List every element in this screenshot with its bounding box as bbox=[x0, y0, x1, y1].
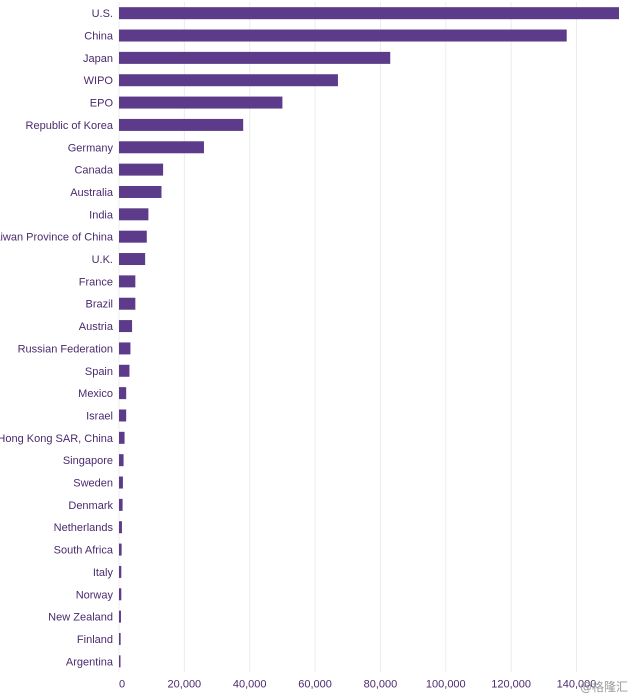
bar bbox=[119, 409, 127, 422]
bar bbox=[119, 588, 122, 601]
category-label: Singapore bbox=[63, 455, 113, 467]
bar bbox=[119, 342, 131, 355]
category-label: U.K. bbox=[92, 254, 113, 266]
x-tick-label: 140,000 bbox=[557, 679, 597, 691]
x-tick-label: 40,000 bbox=[233, 679, 267, 691]
bar bbox=[119, 275, 136, 288]
bar bbox=[119, 297, 136, 310]
category-label: Austria bbox=[79, 321, 114, 333]
x-tick-label: 0 bbox=[119, 679, 125, 691]
category-label: India bbox=[89, 209, 114, 221]
category-label: Mexico bbox=[78, 388, 113, 400]
bar bbox=[119, 7, 619, 20]
bar bbox=[119, 230, 147, 243]
bar bbox=[119, 431, 125, 444]
bar bbox=[119, 565, 122, 578]
category-label: Brazil bbox=[85, 299, 113, 311]
category-label: France bbox=[79, 276, 113, 288]
category-label: New Zealand bbox=[48, 612, 113, 624]
watermark: @格隆汇 bbox=[579, 680, 628, 694]
category-label: WIPO bbox=[84, 75, 114, 87]
category-label: China bbox=[84, 31, 114, 43]
category-label: Norway bbox=[76, 589, 114, 601]
bar bbox=[119, 387, 127, 400]
bar bbox=[119, 476, 123, 489]
category-label: Australia bbox=[70, 187, 114, 199]
category-label: Sweden bbox=[73, 478, 113, 490]
x-tick-label: 60,000 bbox=[298, 679, 332, 691]
bar bbox=[119, 51, 391, 64]
bar bbox=[119, 96, 283, 109]
x-tick-label: 80,000 bbox=[364, 679, 398, 691]
category-label: Italy bbox=[93, 567, 114, 579]
x-tick-label: 120,000 bbox=[491, 679, 531, 691]
bar bbox=[119, 521, 122, 534]
category-label: Japan bbox=[83, 53, 113, 65]
category-label: Canada bbox=[74, 165, 113, 177]
bar bbox=[119, 118, 244, 131]
category-label: Taiwan Province of China bbox=[0, 232, 114, 244]
category-label: Hong Kong SAR, China bbox=[0, 433, 114, 445]
x-tick-label: 100,000 bbox=[426, 679, 466, 691]
bar bbox=[119, 141, 204, 154]
bar bbox=[119, 632, 121, 645]
x-tick-label: 20,000 bbox=[168, 679, 202, 691]
bar bbox=[119, 364, 130, 377]
category-label: South Africa bbox=[54, 545, 114, 557]
category-label: Netherlands bbox=[54, 522, 114, 534]
category-label: Israel bbox=[86, 410, 113, 422]
bar bbox=[119, 185, 162, 198]
bar bbox=[119, 498, 123, 511]
bar bbox=[119, 610, 121, 623]
category-label: EPO bbox=[90, 98, 114, 110]
category-label: Russian Federation bbox=[18, 343, 113, 355]
category-label: Spain bbox=[85, 366, 113, 378]
bar bbox=[119, 208, 149, 221]
category-label: U.S. bbox=[92, 8, 113, 20]
bar bbox=[119, 543, 122, 556]
bar bbox=[119, 655, 121, 668]
bar bbox=[119, 29, 567, 42]
bar bbox=[119, 454, 124, 467]
bar bbox=[119, 74, 338, 87]
bar bbox=[119, 163, 164, 176]
bar bbox=[119, 320, 133, 333]
bar bbox=[119, 253, 146, 266]
category-label: Denmark bbox=[68, 500, 113, 512]
category-label: Argentina bbox=[66, 656, 114, 668]
category-label: Finland bbox=[77, 634, 113, 646]
category-label: Republic of Korea bbox=[26, 120, 114, 132]
category-label: Germany bbox=[68, 142, 114, 154]
